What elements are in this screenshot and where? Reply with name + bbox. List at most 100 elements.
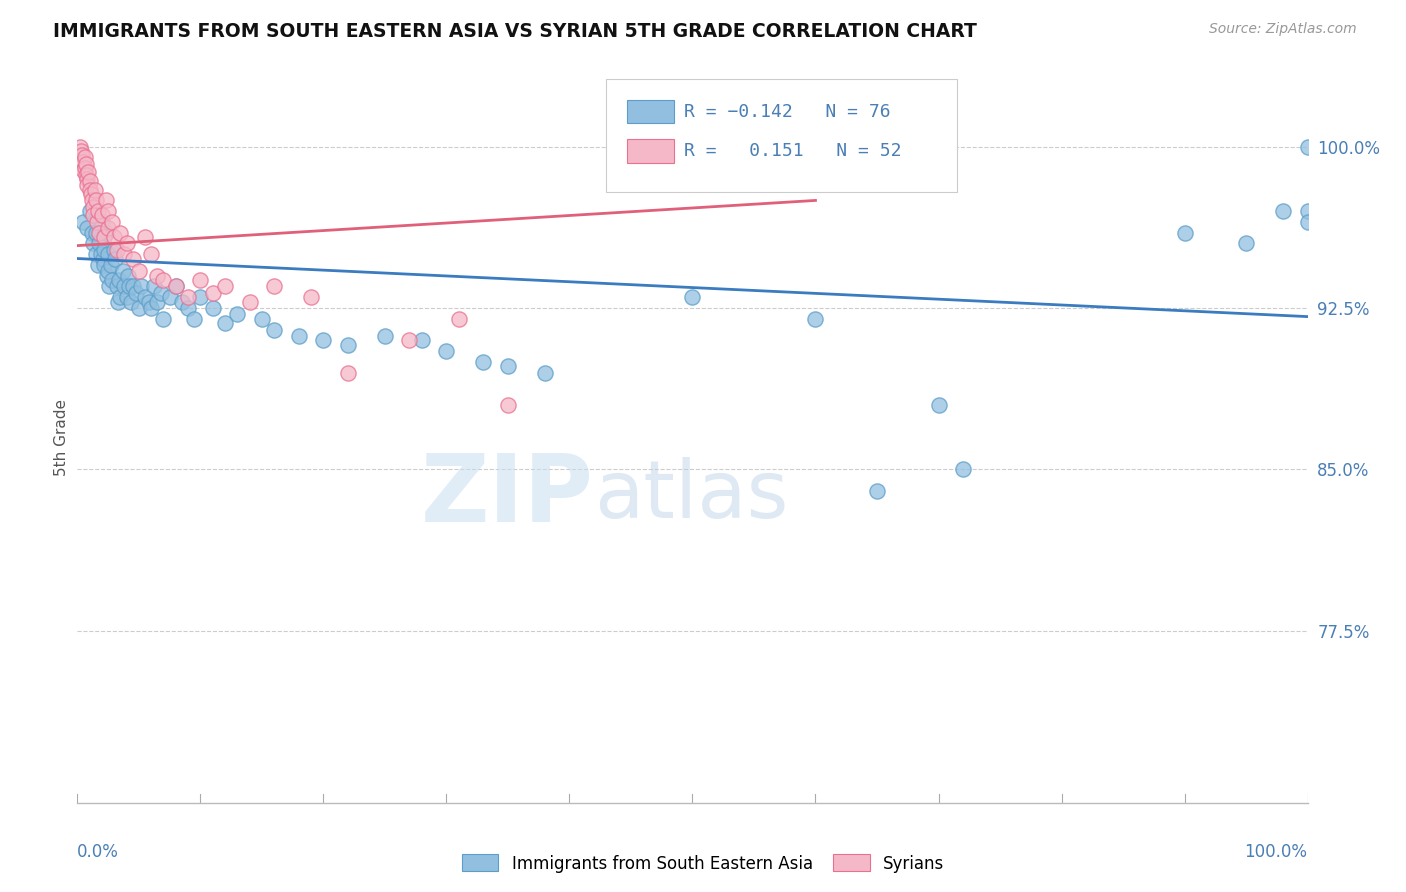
- Point: [75, 157, 97, 171]
- Point: [1234, 236, 1257, 251]
- Point: [110, 290, 132, 304]
- Point: [201, 285, 224, 300]
- Point: [89, 226, 111, 240]
- Y-axis label: 5th Grade: 5th Grade: [53, 399, 69, 475]
- Point: [80, 186, 103, 201]
- Point: [104, 252, 127, 266]
- Point: [146, 294, 169, 309]
- Point: [188, 273, 212, 287]
- Point: [128, 264, 150, 278]
- Point: [121, 294, 143, 309]
- Point: [214, 316, 236, 330]
- Text: 100.0%: 100.0%: [1244, 843, 1308, 861]
- Point: [112, 247, 135, 261]
- Point: [90, 215, 114, 229]
- Point: [115, 236, 138, 251]
- Point: [105, 243, 128, 257]
- Point: [152, 311, 174, 326]
- Point: [134, 230, 156, 244]
- Point: [150, 285, 173, 300]
- Point: [100, 258, 122, 272]
- Point: [496, 359, 519, 373]
- Point: [89, 236, 111, 251]
- Point: [866, 483, 889, 498]
- Legend: Immigrants from South Eastern Asia, Syrians: Immigrants from South Eastern Asia, Syri…: [456, 847, 950, 880]
- Point: [91, 252, 114, 266]
- Point: [93, 230, 115, 244]
- Point: [82, 194, 104, 208]
- Point: [87, 258, 110, 272]
- Point: [472, 355, 495, 369]
- Point: [103, 230, 125, 244]
- Point: [90, 209, 114, 223]
- Point: [118, 279, 141, 293]
- Point: [90, 247, 112, 261]
- Point: [86, 209, 108, 223]
- Point: [201, 301, 224, 315]
- Point: [682, 290, 704, 304]
- Point: [79, 183, 101, 197]
- Point: [93, 258, 115, 272]
- Point: [98, 279, 121, 293]
- Text: R = −0.142   N = 76: R = −0.142 N = 76: [683, 103, 890, 120]
- Point: [337, 366, 360, 380]
- Point: [94, 194, 117, 208]
- Point: [105, 279, 128, 293]
- Point: [112, 279, 135, 293]
- Point: [76, 178, 98, 193]
- Point: [117, 268, 139, 283]
- Point: [97, 221, 120, 235]
- Point: [129, 279, 153, 293]
- Point: [93, 243, 115, 257]
- Point: [138, 294, 160, 309]
- Point: [84, 194, 107, 208]
- Point: [159, 290, 181, 304]
- Point: [214, 279, 236, 293]
- Point: [82, 226, 104, 240]
- Point: [374, 329, 396, 343]
- Point: [128, 301, 150, 315]
- Text: Source: ZipAtlas.com: Source: ZipAtlas.com: [1209, 22, 1357, 37]
- FancyBboxPatch shape: [627, 100, 673, 123]
- Point: [101, 273, 124, 287]
- Point: [72, 163, 94, 178]
- Point: [72, 215, 94, 229]
- Point: [111, 264, 134, 278]
- Point: [94, 226, 117, 240]
- Point: [177, 290, 200, 304]
- Point: [299, 290, 322, 304]
- Point: [83, 183, 105, 197]
- Point: [76, 221, 98, 235]
- Point: [84, 247, 107, 261]
- Text: IMMIGRANTS FROM SOUTH EASTERN ASIA VS SYRIAN 5TH GRADE CORRELATION CHART: IMMIGRANTS FROM SOUTH EASTERN ASIA VS SY…: [53, 22, 977, 41]
- Point: [76, 172, 98, 186]
- Point: [170, 294, 193, 309]
- Point: [1296, 204, 1319, 219]
- Point: [952, 462, 974, 476]
- Point: [82, 209, 104, 223]
- Point: [84, 226, 107, 240]
- Point: [86, 215, 108, 229]
- Point: [288, 329, 311, 343]
- Point: [103, 243, 125, 257]
- Point: [79, 204, 101, 219]
- Point: [411, 333, 433, 347]
- Point: [1174, 226, 1197, 240]
- Point: [188, 290, 212, 304]
- Point: [107, 294, 129, 309]
- Text: 0.0%: 0.0%: [77, 843, 120, 861]
- Text: R =   0.151   N = 52: R = 0.151 N = 52: [683, 142, 901, 160]
- Point: [69, 139, 91, 153]
- Text: ZIP: ZIP: [422, 450, 595, 541]
- Point: [183, 311, 205, 326]
- Point: [263, 322, 285, 336]
- Point: [534, 366, 557, 380]
- Point: [141, 301, 163, 315]
- Point: [121, 279, 143, 293]
- Point: [142, 279, 165, 293]
- Point: [1296, 139, 1319, 153]
- Point: [70, 144, 93, 158]
- Point: [75, 168, 97, 182]
- Point: [337, 337, 360, 351]
- Point: [165, 279, 187, 293]
